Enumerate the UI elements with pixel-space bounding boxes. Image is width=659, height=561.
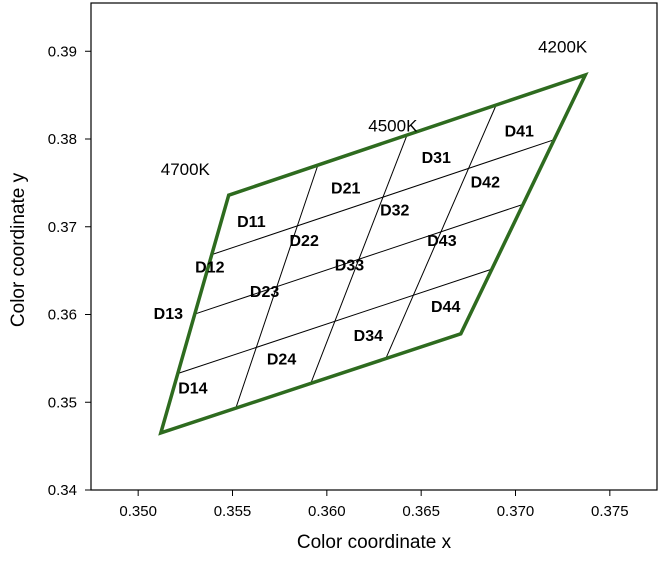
y-tick-label: 0.34 (48, 482, 77, 499)
bin-grid-lines (177, 104, 555, 409)
y-tick-label: 0.35 (48, 394, 77, 411)
cct-labels: 4700K 4500K 4200K (161, 37, 588, 179)
y-axis-title: Color coordinate y (8, 172, 29, 327)
y-tick-label: 0.36 (48, 307, 77, 324)
x-tick-label: 0.370 (497, 503, 535, 520)
bin-region-outline (158, 71, 589, 436)
bin-label-d31: D31 (422, 150, 451, 167)
bin-label-d32: D32 (380, 202, 409, 219)
x-tick-label: 0.350 (119, 503, 157, 520)
bin-label-d34: D34 (354, 328, 383, 345)
x-tick-label: 0.360 (308, 503, 346, 520)
bin-column-line (385, 104, 497, 359)
x-axis-title: Color coordinate x (297, 532, 452, 553)
bin-label-d21: D21 (331, 181, 360, 198)
cct-label-4700k: 4700K (161, 160, 211, 179)
bin-label-d33: D33 (335, 258, 364, 275)
bin-label-d41: D41 (505, 123, 534, 140)
cct-label-4200k: 4200K (538, 37, 588, 56)
y-tick-label: 0.38 (48, 131, 77, 148)
x-tick-label: 0.355 (214, 503, 252, 520)
y-tick-label: 0.37 (48, 219, 77, 236)
bin-column-line (310, 134, 408, 384)
bin-label-d11: D11 (237, 214, 266, 231)
bin-label-d22: D22 (290, 233, 319, 250)
bin-label-d44: D44 (431, 299, 460, 316)
bin-row-line (177, 268, 493, 374)
bin-label-d23: D23 (250, 284, 279, 301)
bin-label-d43: D43 (427, 233, 456, 250)
bin-label-d42: D42 (471, 174, 500, 191)
bin-label-d13: D13 (154, 306, 183, 323)
axis-ticks (85, 50, 611, 496)
axis-tick-labels: 0.350 0.355 0.360 0.365 0.370 0.375 0.34 0.35 0.… (48, 43, 629, 520)
plot-frame (90, 2, 658, 491)
bin-label-d14: D14 (178, 381, 207, 398)
cct-label-4500k: 4500K (368, 116, 418, 135)
y-tick-label: 0.39 (48, 43, 77, 60)
bin-label-d24: D24 (267, 352, 296, 369)
x-tick-label: 0.365 (402, 503, 440, 520)
bin-label-d12: D12 (195, 259, 224, 276)
bin-labels: D11 D12 D13 D14 D21 D22 D23 D24 D31 D32 D33 D34 D41 D… (154, 123, 534, 397)
x-tick-label: 0.375 (591, 503, 629, 520)
